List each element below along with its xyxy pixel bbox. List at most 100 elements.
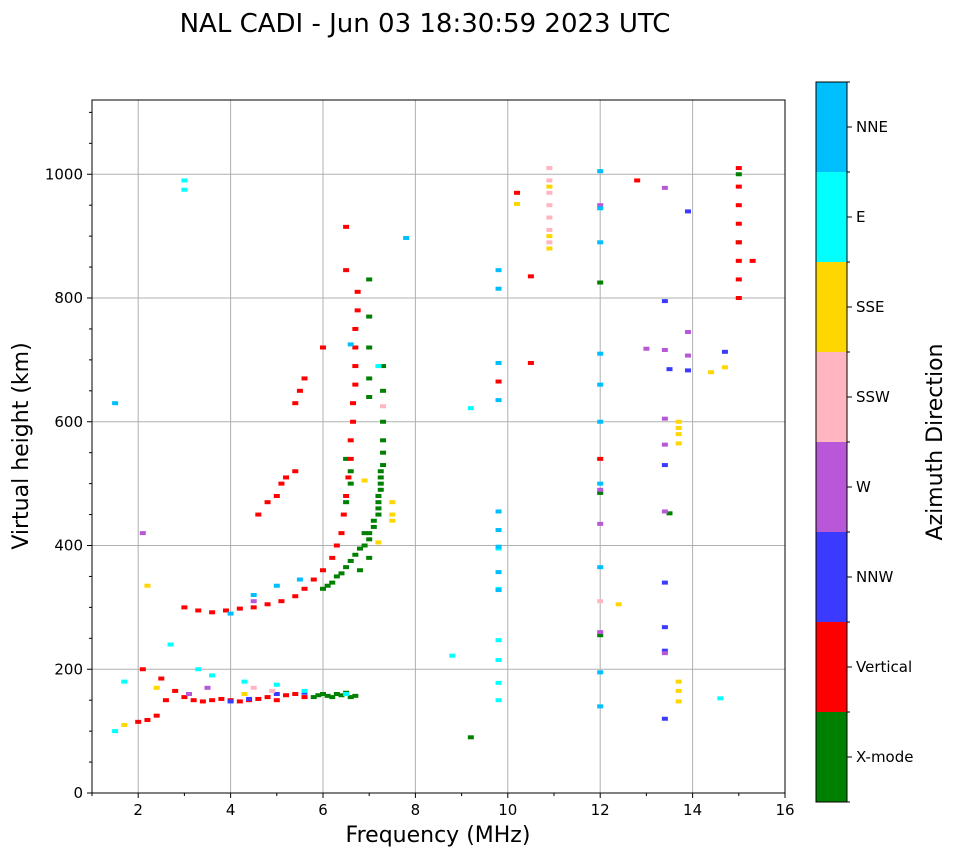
data-point-nne [597, 169, 604, 174]
data-point-x-mode [370, 524, 377, 529]
data-point-vertical [292, 401, 299, 406]
data-point-nne [597, 240, 604, 245]
data-point-vertical [735, 184, 742, 189]
data-point-x-mode [347, 695, 354, 700]
data-point-sse [675, 425, 682, 430]
y-tick-label: 200 [54, 660, 83, 678]
data-point-nnw [661, 716, 668, 721]
data-point-vertical [514, 190, 521, 195]
data-point-nnw [721, 349, 728, 354]
data-point-sse [675, 699, 682, 704]
plot-frame [91, 99, 786, 794]
data-point-x-mode [352, 552, 359, 557]
data-point-vertical [236, 699, 243, 704]
data-point-e [495, 657, 502, 662]
data-point-e [181, 178, 188, 183]
data-point-w [661, 509, 668, 514]
data-point-vertical [338, 531, 345, 536]
data-point-vertical [301, 695, 308, 700]
data-point-nne [495, 398, 502, 403]
data-point-vertical [301, 586, 308, 591]
colorbar-segment [816, 622, 847, 712]
x-tick-label: 16 [775, 801, 794, 819]
colorbar-tick-label: Vertical [856, 658, 912, 676]
data-point-x-mode [366, 531, 373, 536]
data-point-sse [546, 246, 553, 251]
data-point-nnw [661, 625, 668, 630]
data-point-nne [273, 583, 280, 588]
data-point-nne [112, 401, 119, 406]
data-point-vertical [199, 699, 206, 704]
data-point-x-mode [366, 395, 373, 399]
data-point-ssw [546, 215, 553, 220]
data-point-vertical [283, 693, 290, 698]
data-point-x-mode [366, 555, 373, 560]
data-point-nne [347, 342, 354, 347]
data-point-nne [495, 544, 502, 549]
data-point-vertical [340, 512, 347, 517]
data-point-vertical [236, 606, 243, 611]
data-point-vertical [333, 543, 340, 548]
data-point-nnw [666, 367, 673, 372]
data-point-vertical [264, 602, 271, 607]
data-point-nnw [661, 648, 668, 653]
data-point-vertical [495, 379, 502, 384]
data-point-vertical [158, 676, 165, 681]
colorbar-segment [816, 172, 847, 262]
data-point-x-mode [310, 695, 317, 700]
colorbar-segment [816, 352, 847, 442]
data-point-e [495, 680, 502, 685]
chart-title: NAL CADI - Jun 03 18:30:59 2023 UTC [180, 9, 671, 39]
data-point-nne [495, 588, 502, 593]
data-point-vertical [749, 258, 756, 263]
data-point-nne [597, 419, 604, 424]
data-point-nnw [684, 209, 691, 214]
data-point-nnw [246, 696, 253, 701]
colorbar: X-mode Vertical NNW W SSW SSE E NNE [815, 81, 913, 803]
data-point-x-mode [324, 693, 331, 698]
data-point-vertical [255, 696, 262, 701]
data-point-sse [144, 583, 151, 588]
data-point-vertical [209, 610, 216, 615]
data-point-vertical [273, 494, 280, 498]
data-point-nne [296, 577, 303, 582]
colorbar-frame [815, 81, 848, 803]
data-point-nne [495, 268, 502, 273]
data-point-x-mode [375, 500, 382, 505]
data-point-x-mode [375, 506, 382, 511]
data-point-nne [597, 351, 604, 356]
data-point-vertical [278, 481, 285, 486]
y-tick-label: 1000 [45, 165, 83, 183]
data-point-ssw [380, 404, 387, 409]
data-point-vertical [597, 456, 604, 461]
data-point-nne [227, 611, 234, 616]
data-point-x-mode [338, 693, 345, 698]
data-point-w [186, 692, 193, 696]
data-point-vertical [296, 388, 303, 393]
data-point-vertical [181, 605, 188, 610]
data-point-vertical [352, 326, 359, 331]
data-point-vertical [735, 166, 742, 171]
data-point-x-mode [370, 518, 377, 523]
data-point-sse [389, 512, 396, 517]
x-tick-label: 8 [411, 801, 421, 819]
data-point-x-mode [338, 571, 345, 576]
data-point-nne [495, 570, 502, 575]
data-point-w [597, 630, 604, 635]
colorbar-tick-label: SSE [856, 298, 885, 316]
data-point-e [121, 679, 128, 684]
data-point-e [301, 688, 308, 693]
data-point-w [661, 651, 668, 656]
colorbar-tick-label: E [856, 208, 865, 226]
data-point-nnw [684, 368, 691, 373]
data-point-x-mode [356, 546, 363, 551]
data-point-vertical [347, 456, 354, 461]
data-point-vertical [181, 695, 188, 700]
data-point-x-mode [380, 438, 387, 443]
data-point-vertical [218, 696, 225, 701]
data-point-x-mode [329, 695, 336, 700]
data-point-vertical [343, 494, 350, 498]
data-point-vertical [735, 277, 742, 282]
data-point-x-mode [380, 450, 387, 455]
data-point-vertical [343, 268, 350, 273]
